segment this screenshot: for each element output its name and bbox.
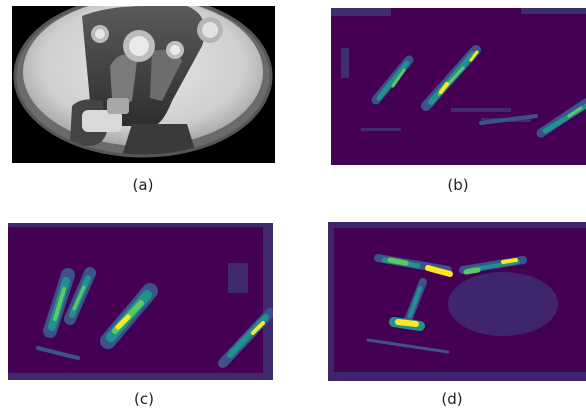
wheel-image bbox=[12, 6, 275, 163]
caption-a: (a) bbox=[132, 176, 154, 194]
caption-c: (c) bbox=[134, 390, 154, 408]
panel-b-heatmap bbox=[331, 8, 586, 165]
heatmap-d bbox=[328, 222, 586, 381]
heatmap-b bbox=[331, 8, 586, 165]
panel-a-wheel-image bbox=[12, 6, 275, 163]
panel-d-heatmap bbox=[328, 222, 586, 381]
caption-b: (b) bbox=[447, 176, 469, 194]
caption-d: (d) bbox=[441, 390, 463, 408]
heatmap-c bbox=[8, 223, 273, 380]
panel-c-heatmap bbox=[8, 223, 273, 380]
